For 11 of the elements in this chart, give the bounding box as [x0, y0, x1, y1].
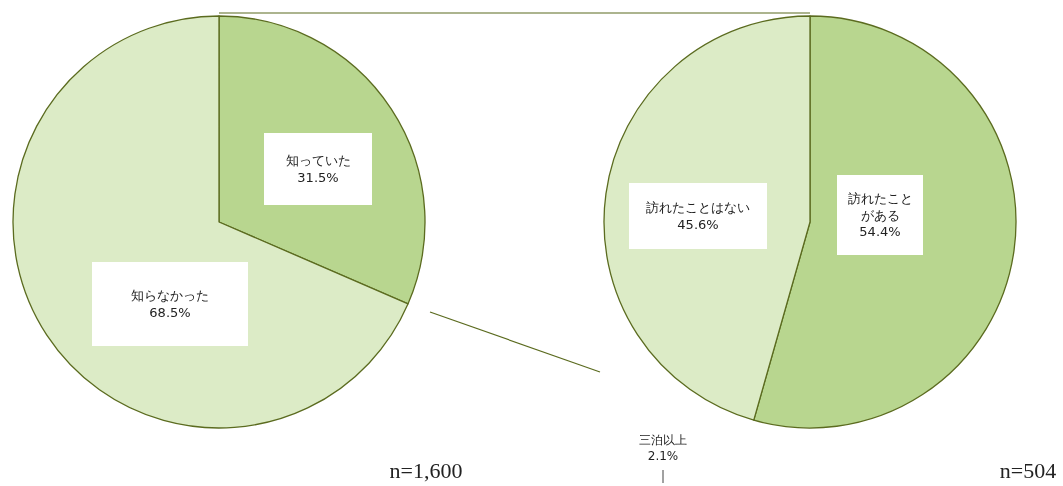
slice-label: 知らなかった [131, 288, 209, 304]
data-label: 31.5% [297, 169, 339, 185]
data-label: 68.5% [149, 304, 191, 320]
data-label: 54.4% [859, 224, 901, 240]
text: n=1,600 [389, 457, 463, 483]
slice-label: 訪れたことはない [646, 200, 750, 216]
data-label: 45.6% [677, 216, 719, 232]
slice-label: 訪れたことがある [847, 190, 913, 223]
text: n=504 [999, 457, 1057, 483]
slice-label: 知っていた [285, 153, 351, 169]
text: 三泊以上 2.1% [639, 433, 687, 463]
